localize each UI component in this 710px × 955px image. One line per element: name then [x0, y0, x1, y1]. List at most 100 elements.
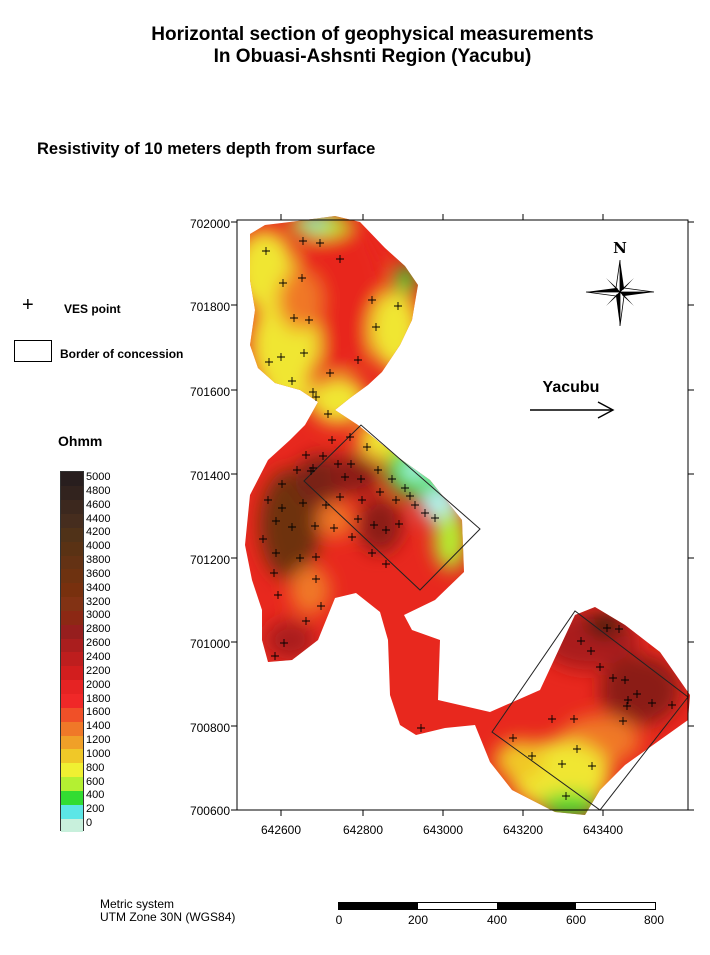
- region-label: Yacubu: [543, 379, 600, 396]
- ves-point-marker: [395, 520, 403, 528]
- colorbar-label: 4600: [86, 498, 111, 511]
- colorbar-step: [61, 610, 83, 625]
- patch-darkred-se2: [600, 655, 680, 725]
- scale-label-600: 600: [565, 913, 587, 927]
- ves-point-marker: [322, 501, 330, 509]
- colorbar-step: [61, 582, 83, 598]
- colorbar-label: 3600: [86, 567, 111, 580]
- x-tick-643400: 643400: [583, 823, 623, 837]
- scale-seg-2: [418, 903, 497, 909]
- ves-point-marker: [603, 624, 611, 632]
- ves-point-marker: [264, 496, 272, 504]
- patch-yellow-neck-w: [263, 378, 313, 406]
- colorbar-label: 2800: [86, 623, 111, 636]
- title-line-2: In Obuasi-Ashsnti Region (Yacubu): [213, 46, 532, 67]
- ves-point-marker: [411, 501, 419, 509]
- ves-point-marker: [272, 549, 280, 557]
- patch-yellow-mid: [358, 418, 422, 462]
- colorbar-label: 2000: [86, 678, 111, 691]
- region-arrow-icon: [530, 401, 615, 419]
- colorbar-label: 3200: [86, 595, 111, 608]
- patch-darkred-b: [330, 455, 380, 495]
- colorbar-label: 3400: [86, 581, 111, 594]
- colorbar-label: 2600: [86, 637, 111, 650]
- scale-label-800: 800: [643, 913, 665, 927]
- ves-point-marker: [382, 560, 390, 568]
- colorbar-step: [61, 762, 83, 778]
- ves-point-marker: [317, 602, 325, 610]
- legend-ves-label: VES point: [64, 302, 121, 316]
- ves-point-marker: [272, 517, 280, 525]
- y-tick-701600: 701600: [190, 385, 230, 399]
- ves-point-marker: [417, 724, 425, 732]
- concession-border-1: [303, 424, 481, 591]
- colorbar-step: [61, 707, 83, 722]
- patch-orange-w: [278, 270, 322, 330]
- title-line-1: Horizontal section of geophysical measur…: [151, 24, 594, 45]
- colorbar-step: [61, 513, 83, 528]
- x-tick-643000: 643000: [423, 823, 463, 837]
- patch-yelloworange-se: [495, 740, 545, 780]
- ves-point-marker: [299, 499, 307, 507]
- colorbar-step: [61, 679, 83, 695]
- colorbar-label: 1800: [86, 692, 111, 705]
- colorbar-label: 2400: [86, 651, 111, 663]
- ves-point-marker: [357, 475, 365, 483]
- y-tick-700800: 700800: [190, 721, 230, 735]
- scale-seg-3: [497, 903, 576, 909]
- y-tick-701200: 701200: [190, 553, 230, 567]
- scale-label-0: 0: [335, 913, 343, 927]
- ves-point-marker: [354, 515, 362, 523]
- ves-point-marker: [330, 524, 338, 532]
- ves-point-marker: [298, 274, 306, 282]
- ves-point-marker: [312, 575, 320, 583]
- colorbar-label: 1600: [86, 706, 111, 719]
- colorbar-step: [61, 638, 83, 653]
- x-tick-643200: 643200: [503, 823, 543, 837]
- ves-point-marker: [288, 523, 296, 531]
- y-tick-701400: 701400: [190, 469, 230, 483]
- ves-point-marker: [299, 237, 307, 245]
- ves-point-marker: [374, 466, 382, 474]
- ves-point-marker: [265, 358, 273, 366]
- ves-point-marker: [528, 752, 536, 760]
- ves-point-marker: [271, 652, 279, 660]
- scale-label-200: 200: [407, 913, 429, 927]
- ves-points: [259, 237, 676, 800]
- ves-point-marker: [370, 521, 378, 529]
- colorbar-label: 3800: [86, 554, 111, 567]
- colorbar-label: 600: [86, 775, 105, 788]
- colorbar-label: 4400: [86, 512, 111, 525]
- colorbar-label: 1400: [86, 720, 111, 733]
- ves-point-marker: [307, 467, 315, 475]
- ves-point-marker: [346, 433, 354, 441]
- ves-point-marker: [562, 792, 570, 800]
- colorbar: [60, 471, 84, 833]
- colorbar-step: [61, 748, 83, 764]
- ves-point-marker: [279, 279, 287, 287]
- projection-info: Metric system UTM Zone 30N (WGS84): [100, 898, 235, 924]
- ves-point-marker: [615, 625, 623, 633]
- ves-point-marker: [587, 647, 595, 655]
- ves-point-marker: [288, 377, 296, 385]
- ves-point-marker: [363, 443, 371, 451]
- ves-point-marker: [648, 699, 656, 707]
- colorbar-step: [61, 485, 83, 501]
- colorbar-label: 200: [86, 803, 105, 816]
- ves-point-marker: [311, 522, 319, 530]
- ves-point-marker: [558, 760, 566, 768]
- colorbar-step: [61, 555, 83, 570]
- scale-seg-4: [576, 903, 655, 909]
- ves-point-marker: [302, 617, 310, 625]
- ves-point-marker: [372, 323, 380, 331]
- colorbar-step: [61, 541, 83, 556]
- ves-point-marker: [624, 696, 632, 704]
- patch-darkred-c: [358, 497, 402, 553]
- patch-green-ne: [395, 265, 415, 295]
- colorbar-step: [61, 472, 83, 487]
- y-tick-702000: 702000: [190, 217, 230, 231]
- colorbar-step: [61, 735, 83, 750]
- ves-point-marker: [633, 690, 641, 698]
- ves-point-marker: [619, 717, 627, 725]
- north-arrow-icon: [585, 259, 655, 327]
